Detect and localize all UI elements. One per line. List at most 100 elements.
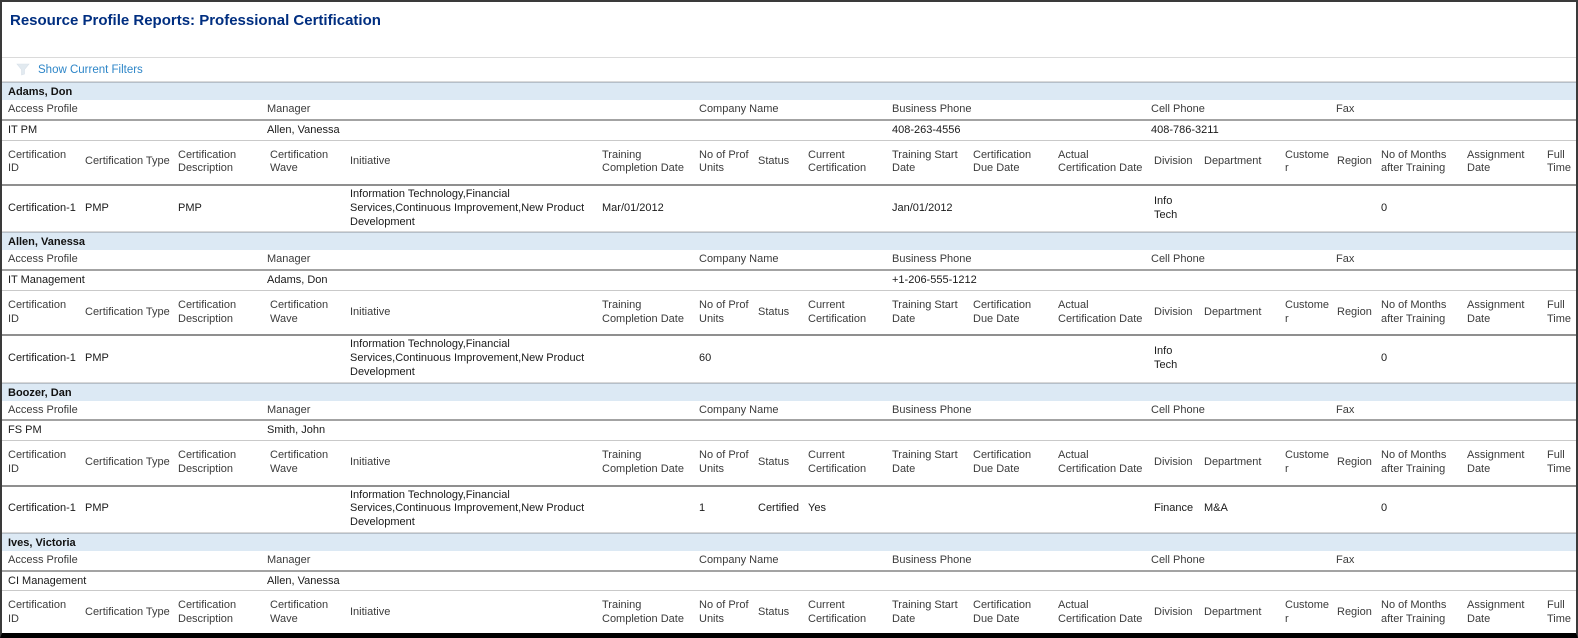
cert-cell (1055, 335, 1151, 382)
cert-column-header: Assignment Date (1464, 289, 1544, 337)
resource-section: Ives, Victoria Access Profile Manager Comp… (2, 532, 1576, 633)
cert-column-header: Status (755, 139, 805, 186)
cert-cell (1544, 486, 1576, 533)
cert-body: Certification-1 PMP Information Technology… (2, 486, 1576, 533)
cert-cell: Finance (1154, 502, 1194, 515)
cert-cell: Information Technology,Financial Service… (350, 338, 585, 378)
profile-field-value (1148, 270, 1333, 290)
cert-column-header: Current Certification (805, 590, 889, 633)
cert-column-header: Training Start Date (889, 289, 970, 337)
section-name: Allen, Vanessa (2, 232, 1576, 251)
section-name: Adams, Don (2, 82, 1576, 100)
cert-cell (267, 486, 347, 533)
cert-cell (1334, 335, 1378, 382)
certification-table: Certification ID Certification Type Certif… (2, 139, 1576, 233)
cert-cell: Certification-1 (8, 201, 76, 214)
cert-column-header: Training Completion Date (599, 440, 696, 487)
cert-row: Certification-1 PMP PMP Information Technol… (2, 185, 1576, 232)
cert-column-header: Current Certification (805, 440, 889, 487)
profile-field-value: +1-206-555-1212 (892, 274, 977, 286)
profile-field-value (1333, 270, 1576, 290)
profile-field-label: Cell Phone (1148, 100, 1333, 121)
cert-column-header: Certification ID (2, 590, 82, 633)
cert-column-header: Full Time (1544, 440, 1576, 487)
section-name: Boozer, Dan (2, 382, 1576, 401)
cert-cell: 0 (1381, 352, 1388, 364)
cert-cell (805, 185, 889, 232)
show-current-filters-link[interactable]: Show Current Filters (38, 63, 143, 76)
cert-cell (175, 486, 267, 533)
cert-cell: 60 (699, 352, 712, 364)
profile-label-row: Access Profile Manager Company Name Busines… (2, 100, 1576, 121)
profile-field-value: Allen, Vanessa (267, 574, 340, 587)
cert-column-header: Certification Due Date (970, 139, 1055, 186)
profile-value-row: CI Management Allen, Vanessa (2, 571, 1576, 591)
profile-field-label: Manager (264, 550, 696, 572)
profile-field-label: Business Phone (889, 550, 1148, 572)
section-name: Ives, Victoria (2, 532, 1576, 551)
resource-section: Allen, Vanessa Access Profile Manager Comp… (2, 232, 1576, 383)
cert-cell: Jan/01/2012 (892, 201, 953, 214)
cert-header-row: Certification ID Certification Type Certif… (2, 289, 1576, 337)
profile-field-label: Business Phone (889, 250, 1148, 271)
cert-cell (1544, 335, 1576, 382)
profile-value-row: IT Management Adams, Don +1-206-555-1212 (2, 270, 1576, 290)
cert-column-header: Certification ID (2, 289, 82, 337)
page-title: Resource Profile Reports: Professional C… (10, 12, 381, 29)
profile-field-value: Adams, Don (267, 274, 328, 286)
filter-bar: Show Current Filters (2, 57, 1576, 82)
cert-column-header: Status (755, 440, 805, 487)
profile-field-value (1333, 420, 1576, 440)
cert-cell: PMP (85, 502, 109, 515)
cert-column-header: No of Prof Units (696, 289, 755, 337)
cert-cell (599, 486, 696, 533)
cert-column-header: Assignment Date (1464, 590, 1544, 633)
cert-cell: 0 (1381, 201, 1388, 214)
cert-column-header: Actual Certification Date (1055, 289, 1151, 337)
cert-row: Certification-1 PMP Information Technology… (2, 486, 1576, 533)
profile-field-value (696, 420, 889, 440)
cert-column-header: Certification Type (82, 289, 175, 337)
cert-column-header: Certification Type (82, 590, 175, 633)
profile-label-row: Access Profile Manager Company Name Busines… (2, 400, 1576, 422)
cert-column-header: No of Months after Training (1378, 289, 1464, 337)
cert-column-header: Initiative (347, 289, 599, 337)
profile-field-value: CI Management (8, 574, 87, 587)
cert-column-header: Actual Certification Date (1055, 440, 1151, 487)
cert-column-header: Certification Wave (267, 139, 347, 186)
cert-row: Certification-1 PMP Information Technology… (2, 335, 1576, 382)
profile-field-label: Manager (264, 100, 696, 121)
cert-cell: Certification-1 (8, 502, 76, 515)
cert-column-header: No of Months after Training (1378, 590, 1464, 633)
report-body: Adams, Don Access Profile Manager Company … (2, 82, 1576, 633)
cert-column-header: Training Completion Date (599, 139, 696, 186)
cert-column-header: Certification Wave (267, 289, 347, 337)
cert-column-header: Status (755, 590, 805, 633)
profile-field-label: Access Profile (2, 250, 264, 271)
cert-cell (1282, 335, 1334, 382)
cert-cell: PMP (85, 201, 109, 214)
cert-column-header: Certification Description (175, 139, 267, 186)
profile-field-value: Smith, John (267, 424, 326, 437)
profile-field-label: Access Profile (2, 100, 264, 121)
cert-cell (175, 335, 267, 382)
profile-field-value: IT PM (8, 123, 38, 136)
profile-field-label: Company Name (696, 550, 889, 572)
profile-field-value (1333, 571, 1576, 591)
profile-field-value (889, 571, 1148, 591)
cert-cell: Info Tech (1154, 345, 1178, 371)
profile-field-value: 408-263-4556 (892, 123, 961, 136)
cert-cell: Information Technology,Financial Service… (350, 188, 585, 228)
cert-column-header: Actual Certification Date (1055, 590, 1151, 633)
cert-column-header: Initiative (347, 590, 599, 633)
cert-cell (970, 486, 1055, 533)
cert-column-header: No of Prof Units (696, 590, 755, 633)
profile-field-label: Fax (1333, 550, 1576, 572)
cert-cell: 1 (699, 502, 706, 515)
profile-field-label: Manager (264, 400, 696, 422)
cert-cell: M&A (1204, 502, 1228, 515)
cert-cell (889, 335, 970, 382)
cert-cell: Yes (808, 502, 826, 515)
resource-section: Boozer, Dan Access Profile Manager Company… (2, 382, 1576, 533)
cert-cell (755, 335, 805, 382)
